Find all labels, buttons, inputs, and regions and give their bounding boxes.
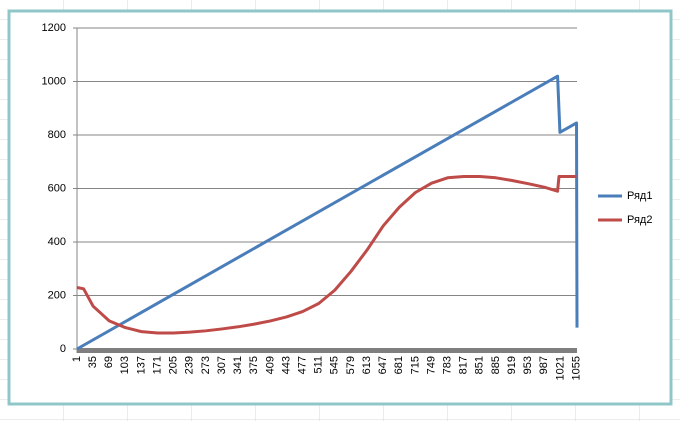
x-tick-label: 443 <box>280 356 292 374</box>
series-line <box>76 74 579 351</box>
y-tick-label: 1000 <box>42 75 66 87</box>
chart-area[interactable] <box>7 9 673 406</box>
y-tick-label: 1200 <box>42 22 66 34</box>
x-tick-label: 953 <box>522 356 534 374</box>
x-tick-label: 749 <box>425 356 437 374</box>
x-tick-label: 69 <box>103 356 115 368</box>
x-tick-label: 171 <box>151 356 163 374</box>
x-tick-label: 1021 <box>554 356 566 380</box>
x-tick-label: 681 <box>393 356 405 374</box>
x-tick-label: 477 <box>296 356 308 374</box>
x-tick-label: 885 <box>490 356 502 374</box>
x-tick-label: 987 <box>538 356 550 374</box>
x-tick-label: 511 <box>313 356 325 374</box>
x-tick-label: 919 <box>506 356 518 374</box>
y-tick-label: 800 <box>48 129 66 141</box>
y-tick-label: 600 <box>48 182 66 194</box>
x-tick-label: 307 <box>216 356 228 374</box>
x-tick-label: 715 <box>409 356 421 374</box>
x-tick-label: 647 <box>377 356 389 374</box>
x-tick-label: 375 <box>248 356 260 374</box>
x-tick-label: 341 <box>232 356 244 374</box>
x-tick-label: 35 <box>87 356 99 368</box>
x-tick-label: 239 <box>184 356 196 374</box>
x-axis <box>77 348 577 353</box>
x-tick-label: 783 <box>442 356 454 374</box>
y-tick-label: 200 <box>48 289 66 301</box>
y-tick-label: 0 <box>60 343 66 355</box>
x-tick-label: 409 <box>264 356 276 374</box>
x-tick-label: 205 <box>168 356 180 374</box>
x-tick-label: 851 <box>474 356 486 374</box>
x-tick-label: 103 <box>119 356 131 374</box>
x-tick-label: 545 <box>329 356 341 374</box>
x-tick-label: 137 <box>135 356 147 374</box>
y-tick-label: 400 <box>48 236 66 248</box>
x-tick-label: 1 <box>71 356 83 362</box>
legend-label: Ряд1 <box>627 190 652 202</box>
x-tick-label: 579 <box>345 356 357 374</box>
x-tick-label: 817 <box>458 356 470 374</box>
legend-label: Ряд2 <box>627 214 652 226</box>
x-tick-label: 273 <box>200 356 212 374</box>
x-tick-label: 613 <box>361 356 373 374</box>
series-line <box>76 174 577 335</box>
x-tick-label: 1055 <box>570 356 582 380</box>
